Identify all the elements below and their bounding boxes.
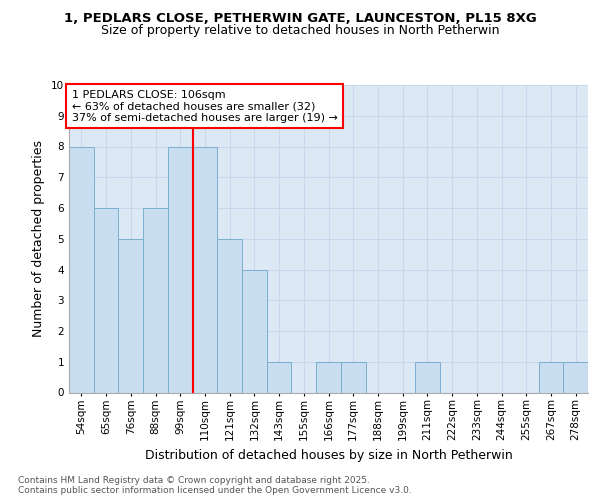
Bar — [118, 239, 143, 392]
Bar — [563, 362, 588, 392]
Bar — [267, 362, 292, 392]
Bar — [217, 239, 242, 392]
Text: 1 PEDLARS CLOSE: 106sqm
← 63% of detached houses are smaller (32)
37% of semi-de: 1 PEDLARS CLOSE: 106sqm ← 63% of detache… — [71, 90, 337, 123]
Bar — [168, 146, 193, 392]
Y-axis label: Number of detached properties: Number of detached properties — [32, 140, 46, 337]
Bar — [539, 362, 563, 392]
Bar — [94, 208, 118, 392]
Text: 1, PEDLARS CLOSE, PETHERWIN GATE, LAUNCESTON, PL15 8XG: 1, PEDLARS CLOSE, PETHERWIN GATE, LAUNCE… — [64, 12, 536, 26]
Bar — [415, 362, 440, 392]
Bar — [316, 362, 341, 392]
Bar — [69, 146, 94, 392]
Bar — [143, 208, 168, 392]
X-axis label: Distribution of detached houses by size in North Petherwin: Distribution of detached houses by size … — [145, 448, 512, 462]
Text: Contains HM Land Registry data © Crown copyright and database right 2025.
Contai: Contains HM Land Registry data © Crown c… — [18, 476, 412, 495]
Bar — [193, 146, 217, 392]
Bar — [341, 362, 365, 392]
Text: Size of property relative to detached houses in North Petherwin: Size of property relative to detached ho… — [101, 24, 499, 37]
Bar — [242, 270, 267, 392]
